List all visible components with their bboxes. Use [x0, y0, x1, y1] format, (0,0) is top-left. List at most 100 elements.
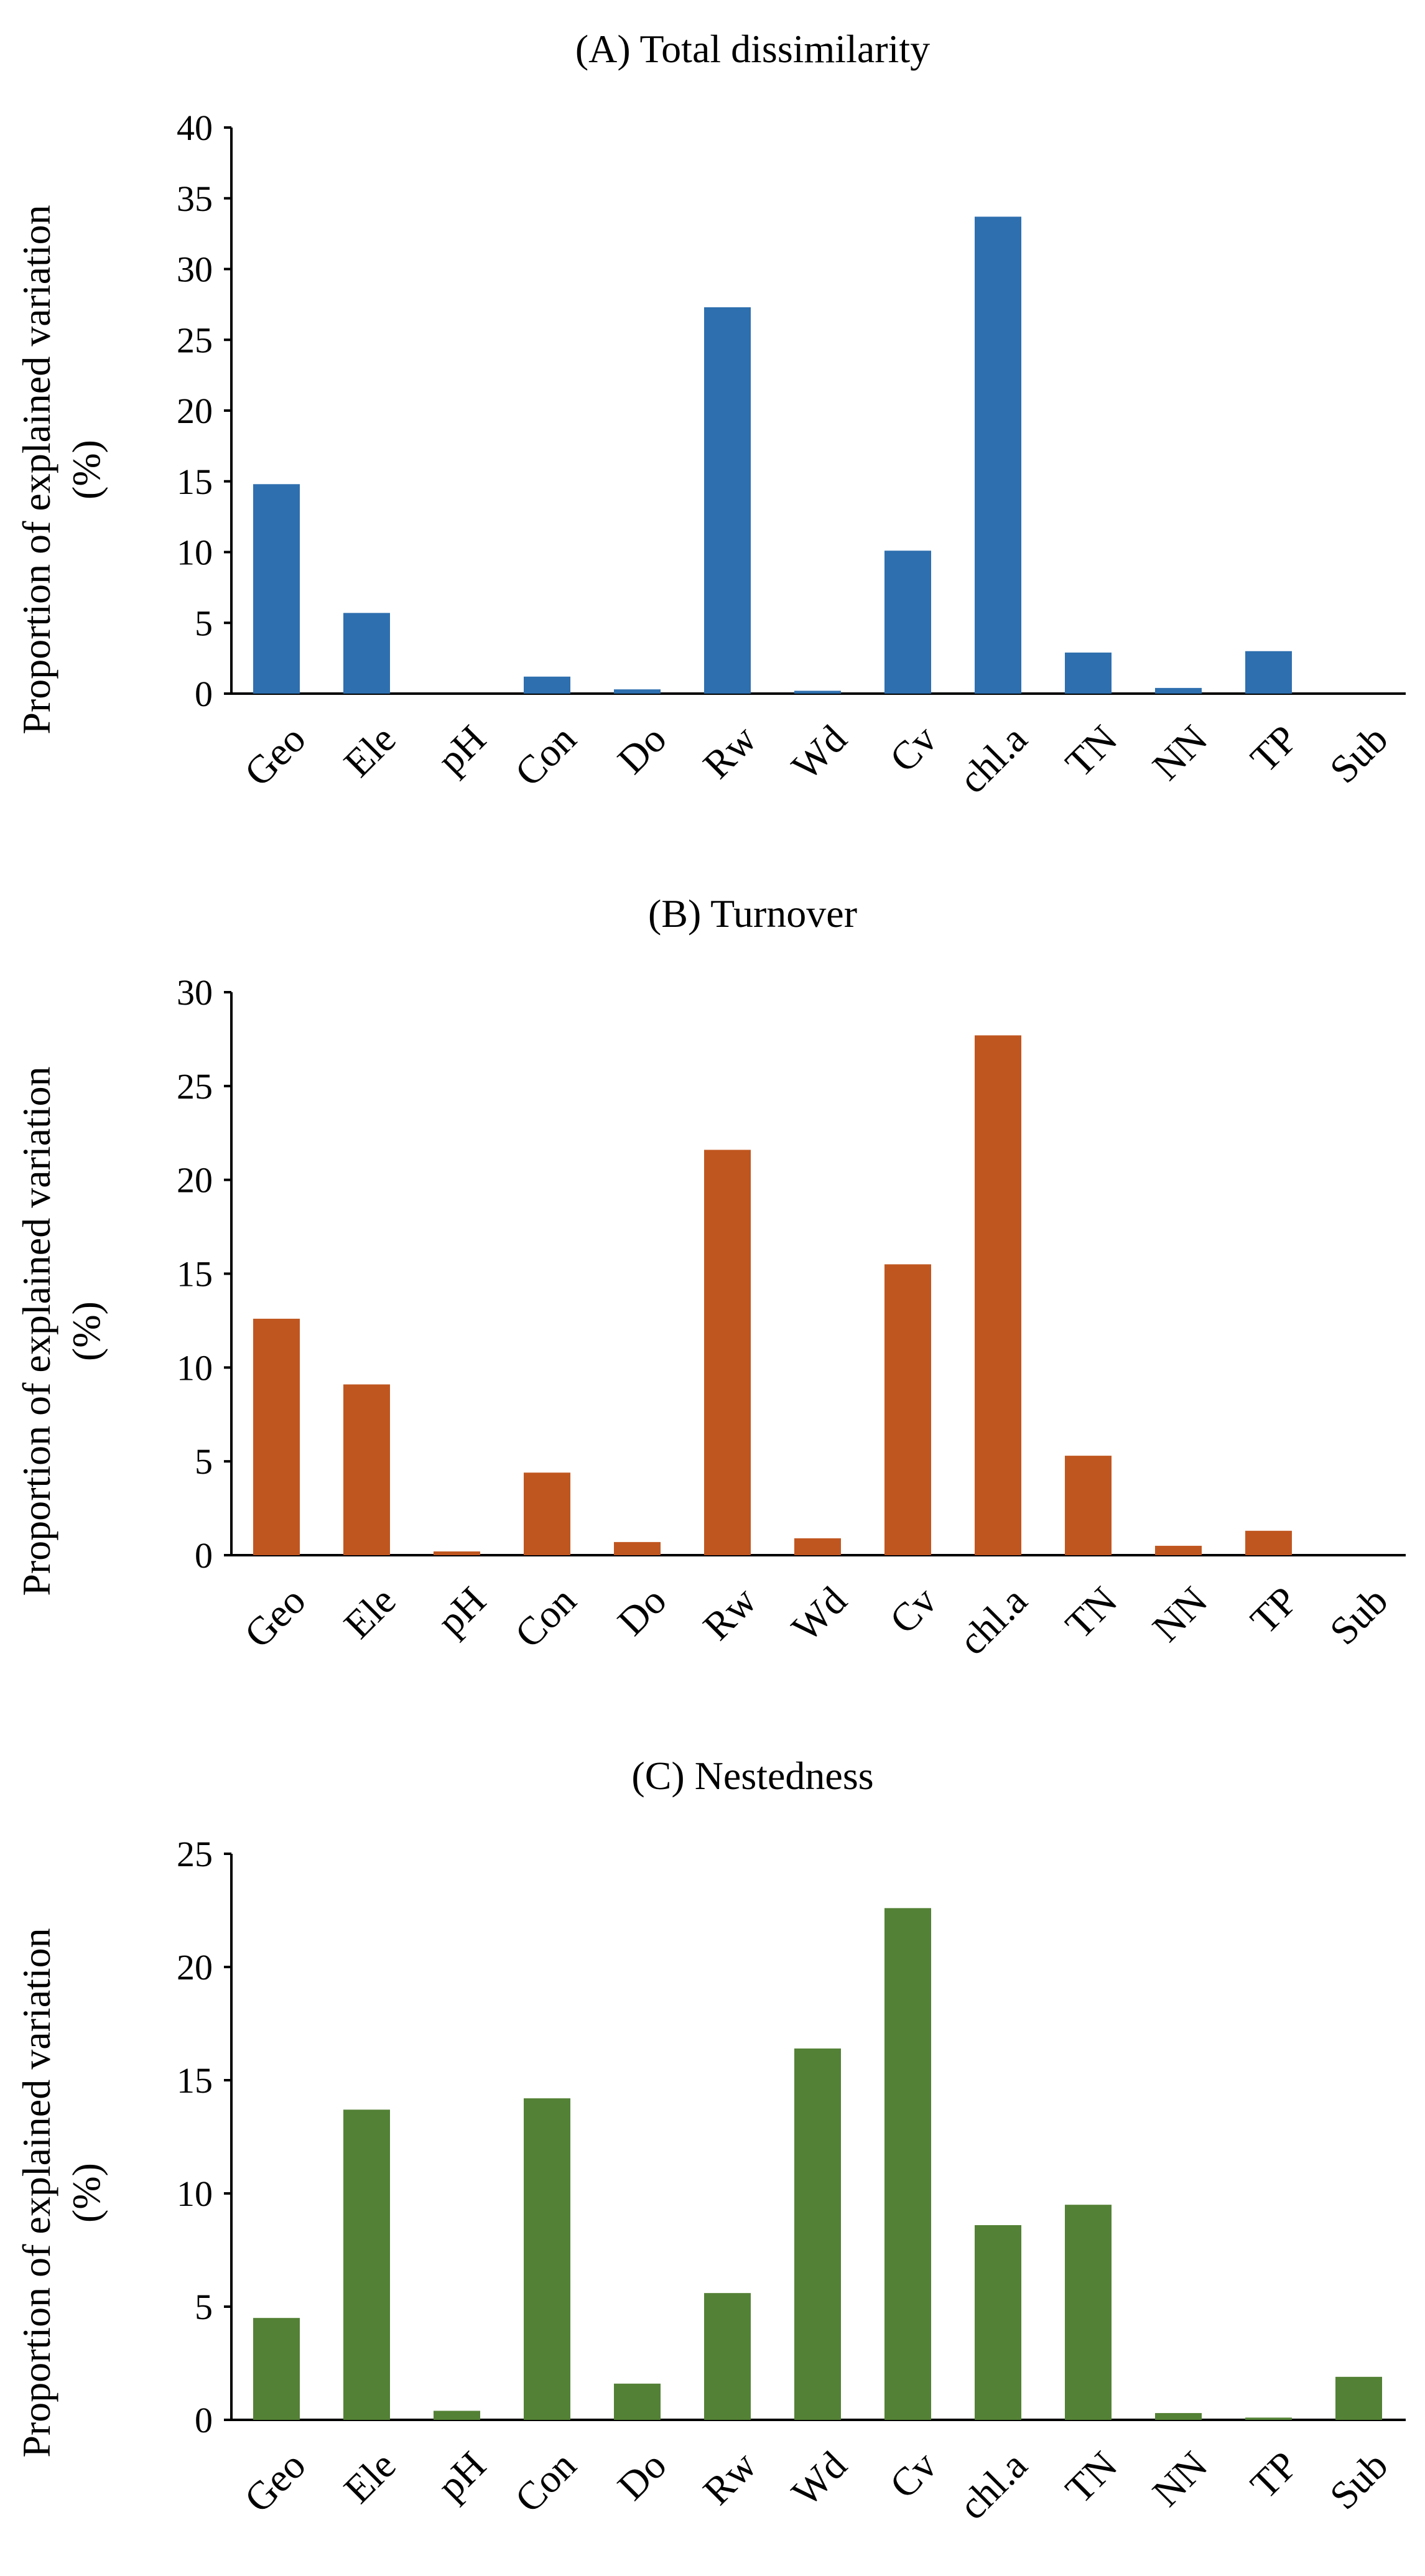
x-tick-label: TP [1242, 2443, 1306, 2507]
x-tick-label: chl.a [950, 717, 1036, 802]
bar [1245, 1530, 1292, 1555]
x-tick-label: Wd [783, 2443, 855, 2515]
bar [614, 2383, 661, 2420]
bar [253, 1318, 300, 1555]
x-tick-label: NN [1144, 717, 1216, 789]
bar [975, 216, 1021, 694]
x-tick-label: chl.a [950, 1578, 1036, 1663]
x-tick-label: Con [506, 717, 585, 795]
y-tick-label: 25 [177, 320, 213, 360]
x-tick-label: pH [429, 2443, 494, 2509]
bar [884, 1264, 931, 1555]
x-tick-label: Rw [695, 1578, 765, 1648]
y-tick-label: 10 [177, 2174, 213, 2214]
bar [794, 690, 841, 694]
bar [524, 2098, 570, 2420]
bar [614, 689, 661, 694]
x-tick-label: Ele [335, 717, 404, 786]
x-tick-label: TP [1242, 717, 1306, 781]
y-tick-label: 10 [177, 532, 213, 573]
chart-title: (C) Nestedness [631, 1754, 873, 1798]
chart-panel-total-dissimilarity: (A) Total dissimilarity Proportion of ex… [14, 27, 1406, 802]
bar [1065, 2205, 1112, 2420]
y-tick-label: 30 [177, 249, 213, 290]
y-tick-label: 5 [195, 2287, 213, 2327]
y-tick-label: 25 [177, 1066, 213, 1107]
bar [434, 1551, 480, 1555]
bar [343, 613, 390, 694]
x-tick-label: Cv [881, 1578, 945, 1642]
x-tick-label: Cv [881, 2443, 945, 2507]
chart-panel-nestedness: (C) Nestedness Proportion of explained v… [14, 1754, 1406, 2528]
plot-area: 0 5 10 15 20 25 30 Geo Ele pH Con Do Rw Wd Cv chl.a TN NN… [177, 972, 1406, 1663]
x-tick-label: Rw [695, 717, 765, 787]
bar [343, 2109, 390, 2420]
y-tick-label: 20 [177, 391, 213, 431]
y-tick-label: 0 [195, 1535, 213, 1576]
x-tick-label: TP [1242, 1578, 1306, 1642]
bar [794, 1538, 841, 1555]
bar [794, 2048, 841, 2420]
y-tick-label: 30 [177, 972, 213, 1013]
bar [524, 1472, 570, 1555]
x-tick-label: Con [506, 2443, 585, 2521]
x-tick-label: Sub [1321, 1578, 1396, 1653]
bar [614, 1541, 661, 1555]
x-tick-label: NN [1144, 2443, 1216, 2515]
x-tick-label: Ele [335, 2443, 404, 2512]
bar [884, 551, 931, 694]
plot-area: 0 5 10 15 20 25 30 35 40 Geo Ele pH Con Do Rw Wd Cv chl.a… [177, 108, 1406, 802]
y-axis-label-unit: (%) [64, 2163, 108, 2223]
y-tick-label: 20 [177, 1947, 213, 1988]
x-tick-label: Do [609, 717, 675, 783]
y-tick-label: 20 [177, 1160, 213, 1201]
bar [1245, 651, 1292, 694]
bar [884, 1908, 931, 2420]
x-tick-label: Wd [783, 717, 855, 789]
y-tick-label: 15 [177, 1254, 213, 1295]
x-tick-label: Do [609, 2443, 675, 2509]
bar [1155, 687, 1202, 694]
y-tick-label: 40 [177, 108, 213, 148]
x-tick-label: NN [1144, 1578, 1216, 1650]
y-axis-label: Proportion of explained variation [14, 1066, 58, 1596]
bar [1065, 653, 1112, 694]
y-tick-label: 10 [177, 1347, 213, 1388]
bar [343, 1384, 390, 1555]
x-tick-label: Rw [695, 2443, 765, 2513]
bar [253, 484, 300, 694]
y-tick-label: 5 [195, 603, 213, 643]
y-axis-label: Proportion of explained variation [14, 1928, 58, 2457]
bar [1155, 1545, 1202, 1555]
bar [704, 1150, 751, 1555]
chart-panel-turnover: (B) Turnover Proportion of explained var… [14, 891, 1406, 1663]
y-axis-label-unit: (%) [64, 1301, 108, 1361]
x-tick-label: Con [506, 1578, 585, 1657]
bar [1245, 2417, 1292, 2420]
bar [253, 2318, 300, 2420]
y-tick-label: 0 [195, 2400, 213, 2440]
chart-title: (B) Turnover [648, 891, 857, 936]
x-tick-label: pH [429, 717, 494, 783]
x-tick-label: Cv [881, 717, 945, 781]
bar [704, 307, 751, 694]
y-tick-label: 0 [195, 674, 213, 714]
bar [704, 2293, 751, 2420]
x-tick-label: Geo [236, 1578, 314, 1657]
x-tick-label: Geo [236, 2443, 314, 2521]
y-tick-label: 35 [177, 179, 213, 219]
x-tick-label: TN [1057, 2443, 1126, 2512]
y-tick-label: 5 [195, 1441, 213, 1482]
x-tick-label: Wd [783, 1578, 855, 1650]
plot-area: 0 5 10 15 20 25 Geo Ele pH Con Do Rw Wd Cv chl.a TN NN TP… [177, 1834, 1406, 2528]
x-tick-label: Ele [335, 1578, 404, 1647]
y-axis-label: Proportion of explained variation [14, 205, 58, 734]
x-tick-label: pH [429, 1578, 494, 1644]
chart-title: (A) Total dissimilarity [575, 27, 930, 71]
x-tick-label: TN [1057, 717, 1126, 786]
bar [1065, 1456, 1112, 1555]
y-tick-label: 15 [177, 462, 213, 502]
x-tick-label: chl.a [950, 2443, 1036, 2528]
bar [1335, 2376, 1382, 2420]
